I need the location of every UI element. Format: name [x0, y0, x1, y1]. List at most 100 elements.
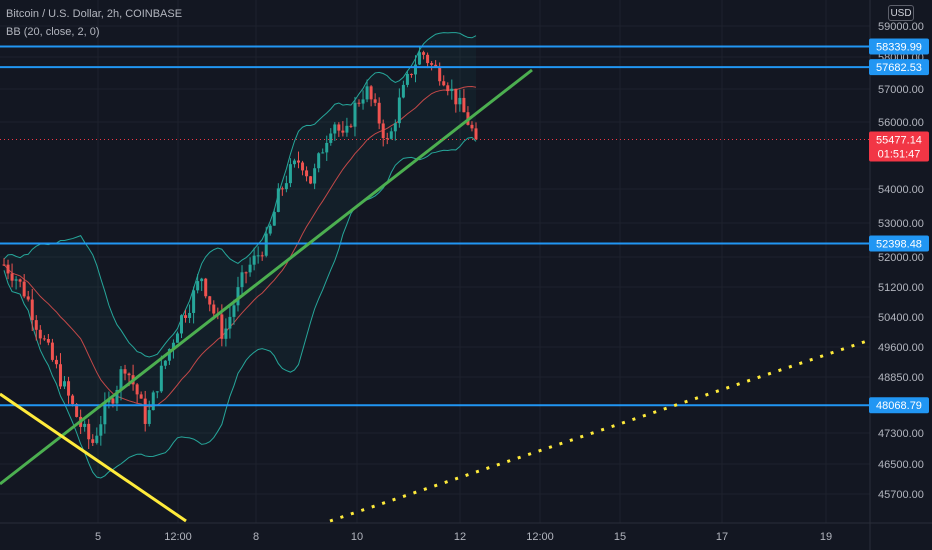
candle-body	[454, 88, 458, 105]
time-tick-label: 5	[95, 531, 101, 543]
candle-body	[147, 410, 151, 424]
candle-body	[163, 360, 167, 366]
candle-body	[288, 164, 292, 184]
price-tick-label: 56000.00	[878, 117, 924, 129]
price-tick-label: 57000.00	[878, 84, 924, 96]
candle-body	[345, 125, 349, 133]
time-tick-label: 8	[253, 531, 259, 543]
price-tick-label: 48850.00	[878, 372, 924, 384]
candle-body	[139, 394, 143, 399]
candle-body	[54, 359, 58, 365]
level-price-label: 58339.99	[876, 41, 922, 53]
candle-body	[143, 398, 147, 424]
candle-body	[284, 183, 288, 190]
candle-body	[18, 279, 22, 282]
candle-body	[71, 395, 75, 404]
candle-body	[296, 160, 300, 163]
candle-body	[365, 86, 369, 100]
bollinger-bands	[3, 32, 477, 479]
candle-body	[474, 128, 478, 140]
time-tick-label: 19	[820, 531, 832, 543]
candle-body	[236, 287, 240, 306]
candle-body	[337, 124, 341, 131]
candle-body	[180, 315, 184, 334]
level-price-label: 48068.79	[876, 400, 922, 412]
candle-body	[373, 99, 377, 103]
current-price-box	[869, 131, 929, 162]
candle-body	[99, 424, 103, 436]
candle-body	[256, 255, 260, 257]
candle-body	[127, 373, 131, 376]
current-price-label: 55477.14	[876, 135, 922, 147]
level-price-label: 52398.48	[876, 238, 922, 250]
candle-body	[38, 329, 42, 339]
candle-body	[22, 281, 26, 297]
candle-body	[26, 296, 30, 300]
candle-body	[155, 391, 159, 393]
candle-body	[252, 255, 256, 265]
candle-body	[91, 439, 95, 443]
candle-body	[458, 97, 462, 105]
price-tick-label: 47300.00	[878, 428, 924, 440]
level-price-box	[869, 235, 929, 252]
candle-body	[14, 279, 18, 281]
candle-body	[264, 233, 268, 256]
price-tick-label: 59000.00	[878, 21, 924, 33]
candle-body	[418, 52, 422, 65]
candle-body	[276, 188, 280, 212]
price-tick-label: 54000.00	[878, 184, 924, 196]
candle-body	[317, 153, 321, 169]
candle-body	[329, 133, 333, 143]
currency-button[interactable]: USD	[888, 5, 914, 21]
candle-body	[426, 54, 430, 64]
level-price-label: 57682.53	[876, 62, 922, 74]
candle-body	[309, 176, 313, 184]
price-tick-label: 52000.00	[878, 252, 924, 264]
candle-body	[58, 364, 62, 387]
candle-body	[63, 381, 67, 387]
candle-body	[325, 142, 329, 153]
price-tick-label: 45700.00	[878, 489, 924, 501]
candle-body	[409, 73, 413, 75]
time-tick-label: 15	[614, 531, 626, 543]
candle-body	[244, 272, 248, 274]
candle-body	[389, 131, 393, 139]
candle-body	[260, 255, 264, 257]
price-tick-label: 50400.00	[878, 312, 924, 324]
candle-body	[321, 152, 325, 154]
price-tick-label: 49600.00	[878, 342, 924, 354]
price-axis[interactable]: 59000.0058000.0057000.0056000.0054000.00…	[869, 0, 924, 550]
candle-body	[248, 264, 252, 273]
candle-body	[313, 168, 317, 184]
bb-basis	[3, 85, 477, 408]
candle-body	[184, 315, 188, 318]
candle-body	[188, 312, 192, 318]
candle-body	[2, 264, 6, 266]
time-axis[interactable]: 5 12:00 8 10 12 12:00 15 17 19	[0, 522, 932, 543]
symbol-title[interactable]: Bitcoin / U.S. Dollar, 2h, COINBASE	[6, 8, 183, 20]
candle-body	[220, 314, 224, 339]
candle-body	[200, 278, 204, 282]
bb-lower-band	[3, 136, 477, 479]
price-labels: 58339.99 57682.53 52398.48 48068.79 55477.14…	[869, 38, 929, 414]
time-tick-label: 17	[716, 531, 728, 543]
countdown-label: 01:51:47	[878, 149, 921, 161]
candle-body	[268, 225, 272, 234]
candle-body	[151, 392, 155, 411]
candle-body	[232, 305, 236, 317]
candle-body	[438, 67, 442, 82]
indicator-label[interactable]: BB (20, close, 2, 0)	[6, 26, 100, 38]
candle-body	[333, 124, 337, 134]
chart-grid	[0, 0, 870, 523]
drawing-lines[interactable]	[0, 45, 871, 523]
candle-body	[212, 304, 216, 314]
candle-body	[301, 162, 305, 171]
candle-body	[462, 97, 466, 113]
candle-body	[30, 299, 34, 321]
candle-body	[87, 423, 91, 440]
candle-body	[42, 338, 46, 340]
level-price-box	[869, 38, 929, 55]
candle-body	[381, 123, 385, 139]
